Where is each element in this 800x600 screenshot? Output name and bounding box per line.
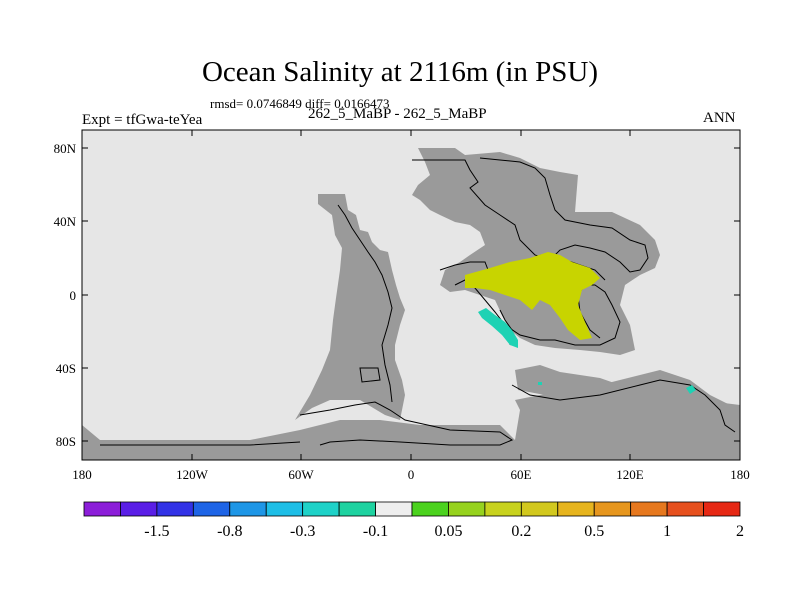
colorbar-swatch [593, 501, 632, 517]
coastline-contours [100, 157, 736, 446]
colorbar [83, 501, 741, 517]
lat-label: 40S [56, 361, 76, 376]
colorbar-swatch [630, 501, 668, 517]
positive-anomaly-region [465, 252, 600, 340]
colorbar-swatch [265, 501, 304, 517]
colorbar-label: 0.5 [584, 523, 604, 540]
colorbar-swatch [120, 501, 158, 517]
colorbar-label: 1 [663, 523, 671, 540]
lon-label: 120W [176, 467, 209, 482]
lat-label: 80N [54, 141, 77, 156]
colorbar-swatch [448, 501, 486, 517]
colorbar-swatch [666, 501, 704, 517]
lon-label: 60W [288, 467, 314, 482]
colorbar-label: 0.2 [511, 523, 531, 540]
landmass [82, 148, 740, 460]
colorbar-label: 0.05 [434, 523, 462, 540]
lat-label: 0 [70, 288, 77, 303]
colorbar-label: -0.8 [217, 523, 242, 540]
colorbar-swatch [229, 501, 267, 517]
experiment-label: Expt = tfGwa-teYea [82, 112, 203, 128]
negative-anomaly-region [478, 308, 696, 394]
colorbar-swatch [83, 501, 121, 517]
plot-title: Ocean Salinity at 2116m (in PSU) [201, 56, 599, 88]
lon-label: 180 [72, 467, 92, 482]
colorbar-swatch [192, 501, 231, 517]
colorbar-label: -0.1 [363, 523, 388, 540]
colorbar-swatch [375, 501, 413, 517]
colorbar-label: -1.5 [144, 523, 169, 540]
colorbar-labels: -1.5 -0.8 -0.3 -0.1 0.05 0.2 0.5 1 2 [144, 523, 744, 540]
lat-label: 80S [56, 434, 76, 449]
colorbar-swatch [411, 501, 449, 517]
case-label: 262_5_MaBP - 262_5_MaBP [308, 106, 487, 122]
colorbar-swatch [484, 501, 522, 517]
colorbar-swatch [703, 501, 741, 517]
lon-label: 0 [408, 467, 415, 482]
lon-label: 60E [511, 467, 532, 482]
lon-label: 180 [730, 467, 750, 482]
colorbar-label: 2 [736, 523, 744, 540]
colorbar-swatch [557, 501, 595, 517]
colorbar-swatch [302, 501, 340, 517]
axis-ticks [81, 130, 741, 460]
lon-label: 120E [616, 467, 644, 482]
lat-label: 40N [54, 214, 77, 229]
period-label: ANN [703, 110, 736, 126]
colorbar-swatch [520, 501, 559, 517]
colorbar-label: -0.3 [290, 523, 315, 540]
stats-line: rmsd= 0.0746849 diff= 0.0166473 [210, 96, 390, 111]
colorbar-swatch [156, 501, 194, 517]
colorbar-swatch [338, 501, 376, 517]
